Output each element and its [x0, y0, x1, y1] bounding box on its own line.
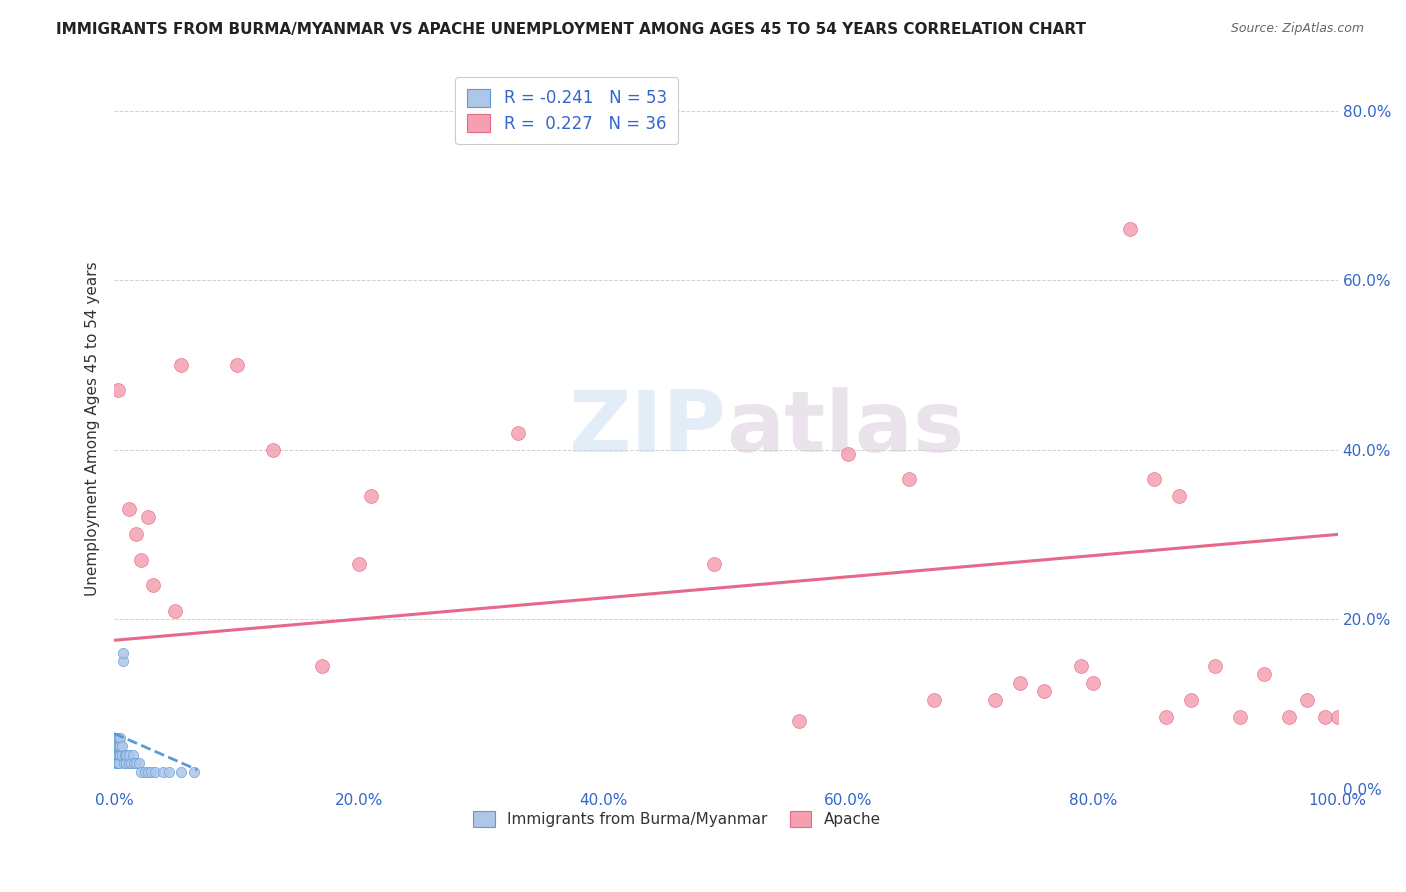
Point [225, 358, 247, 372]
Point [129, 764, 152, 779]
Point [138, 510, 160, 524]
Point [143, 764, 166, 779]
Point [105, 739, 128, 754]
Point [183, 764, 205, 779]
Y-axis label: Unemployment Among Ages 45 to 54 years: Unemployment Among Ages 45 to 54 years [86, 261, 100, 596]
Point [506, 425, 529, 440]
Point [1033, 684, 1056, 698]
Point [157, 764, 180, 779]
Point [107, 756, 129, 771]
Point [108, 739, 131, 754]
Point [984, 692, 1007, 706]
Point [922, 692, 945, 706]
Point [1326, 709, 1348, 723]
Point [1253, 667, 1275, 681]
Point [108, 756, 131, 771]
Point [311, 658, 333, 673]
Point [104, 739, 127, 754]
Point [1118, 222, 1140, 236]
Point [105, 731, 128, 745]
Point [128, 756, 150, 771]
Point [1008, 675, 1031, 690]
Point [1204, 658, 1226, 673]
Point [104, 739, 127, 754]
Point [1081, 675, 1104, 690]
Point [898, 472, 921, 486]
Point [142, 578, 165, 592]
Point [120, 756, 142, 771]
Point [125, 527, 148, 541]
Point [789, 714, 811, 728]
Point [107, 739, 129, 754]
Point [118, 502, 141, 516]
Point [111, 655, 134, 669]
Point [1167, 489, 1189, 503]
Point [121, 747, 143, 762]
Point [104, 747, 127, 762]
Text: Source: ZipAtlas.com: Source: ZipAtlas.com [1230, 22, 1364, 36]
Point [138, 764, 160, 779]
Point [139, 764, 162, 779]
Point [105, 756, 128, 771]
Point [122, 756, 145, 771]
Point [262, 442, 284, 457]
Point [114, 747, 136, 762]
Point [107, 747, 129, 762]
Point [107, 747, 129, 762]
Text: ZIP: ZIP [568, 387, 725, 470]
Point [170, 764, 193, 779]
Point [170, 358, 193, 372]
Point [1143, 472, 1166, 486]
Point [104, 731, 127, 745]
Point [115, 747, 138, 762]
Point [1278, 709, 1301, 723]
Point [110, 739, 132, 754]
Point [110, 747, 132, 762]
Legend: Immigrants from Burma/Myanmar, Apache: Immigrants from Burma/Myanmar, Apache [465, 804, 889, 835]
Point [1296, 692, 1319, 706]
Point [104, 747, 127, 762]
Point [110, 739, 132, 754]
Point [1315, 709, 1337, 723]
Point [1229, 709, 1251, 723]
Point [837, 447, 859, 461]
Point [104, 756, 127, 771]
Point [110, 747, 132, 762]
Point [105, 739, 128, 754]
Point [1180, 692, 1202, 706]
Point [111, 646, 134, 660]
Point [107, 747, 129, 762]
Text: atlas: atlas [725, 387, 965, 470]
Point [1156, 709, 1178, 723]
Point [115, 756, 138, 771]
Point [105, 747, 128, 762]
Point [152, 764, 174, 779]
Point [112, 756, 135, 771]
Point [125, 756, 148, 771]
Point [703, 557, 725, 571]
Point [105, 739, 128, 754]
Point [107, 384, 129, 398]
Point [118, 756, 141, 771]
Point [134, 764, 156, 779]
Point [105, 747, 128, 762]
Text: IMMIGRANTS FROM BURMA/MYANMAR VS APACHE UNEMPLOYMENT AMONG AGES 45 TO 54 YEARS C: IMMIGRANTS FROM BURMA/MYANMAR VS APACHE … [56, 22, 1087, 37]
Point [105, 747, 128, 762]
Point [129, 553, 152, 567]
Point [107, 756, 129, 771]
Point [360, 489, 382, 503]
Point [108, 747, 131, 762]
Point [107, 739, 129, 754]
Point [107, 731, 129, 745]
Point [108, 731, 131, 745]
Point [118, 747, 141, 762]
Point [1070, 658, 1092, 673]
Point [110, 731, 132, 745]
Point [165, 604, 187, 618]
Point [347, 557, 370, 571]
